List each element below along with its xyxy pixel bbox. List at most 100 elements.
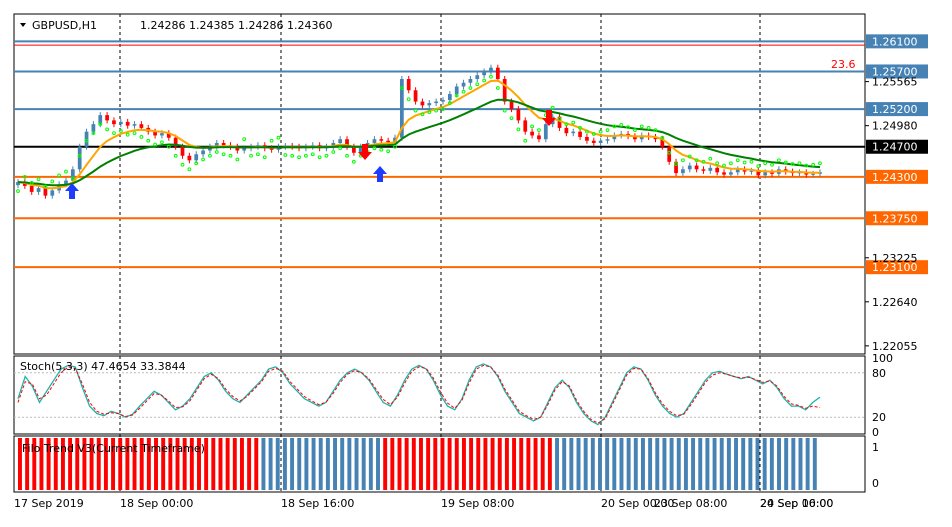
- candle-body: [91, 124, 96, 132]
- stoch-panel: [13, 355, 866, 435]
- candle-body: [194, 154, 199, 161]
- trend-bar: [111, 438, 116, 490]
- candle-body: [166, 133, 171, 138]
- trend-bar: [139, 438, 144, 490]
- level-badge-4: [866, 169, 928, 184]
- trend-bar: [454, 438, 459, 490]
- sar-dot: [331, 150, 336, 154]
- level-badge-label-4: 1.24300: [872, 171, 918, 184]
- sar-dot: [639, 124, 644, 129]
- candle-body: [386, 140, 391, 143]
- sar-dot: [564, 122, 569, 127]
- sar-dot: [495, 86, 500, 90]
- candle-body: [70, 169, 75, 181]
- trend-bar: [698, 438, 703, 490]
- stoch-level-label-2: 20: [872, 411, 886, 424]
- trend-bar: [426, 438, 431, 490]
- sar-dot: [797, 161, 802, 166]
- level-badge-6: [866, 260, 928, 275]
- sar-dot: [646, 126, 651, 130]
- trend-bar: [734, 438, 739, 490]
- trend-bar: [60, 438, 65, 490]
- trend-bar: [712, 438, 717, 490]
- trend-bar: [53, 438, 58, 490]
- candle-body: [345, 139, 349, 147]
- trend-bar: [46, 438, 51, 490]
- trend-bar: [648, 438, 653, 490]
- sar-dot: [475, 82, 480, 87]
- sar-dot: [811, 162, 816, 167]
- sar-dot: [386, 149, 391, 154]
- trend-bar: [719, 438, 724, 490]
- trend-bar: [469, 438, 474, 490]
- trend-bar: [512, 438, 517, 490]
- sar-dot: [585, 129, 589, 134]
- y-tick-label-3: 1.22640: [872, 296, 918, 309]
- stoch-level-label-1: 80: [872, 367, 886, 380]
- trend-bar: [361, 438, 366, 490]
- sar-dot: [283, 153, 288, 157]
- trend-bar: [297, 438, 302, 490]
- sar-dot: [612, 124, 617, 129]
- candle-body: [571, 131, 576, 134]
- candle-body: [742, 169, 747, 172]
- candle-body: [489, 67, 493, 72]
- sar-dot: [166, 144, 171, 149]
- candle-body: [715, 167, 720, 173]
- trend-bar: [461, 438, 466, 490]
- trend-bar: [32, 438, 37, 490]
- trend-bar: [784, 438, 789, 490]
- candle-body: [708, 167, 713, 171]
- sar-dot: [57, 173, 62, 178]
- sar-dot: [98, 122, 103, 127]
- candle-body: [173, 137, 178, 147]
- stoch-main-line: [17, 363, 821, 426]
- trend-bar: [812, 438, 817, 490]
- trend-bar: [798, 438, 803, 490]
- sar-dot: [194, 161, 199, 166]
- ma-fast-line: [17, 79, 821, 190]
- trend-bar: [376, 438, 380, 490]
- trend-label: Filo Trend V3(Current Timeframe): [22, 442, 205, 455]
- sar-dot: [530, 124, 535, 129]
- trend-bar: [218, 438, 223, 490]
- candle-body: [495, 67, 500, 79]
- sar-dot: [290, 153, 295, 158]
- symbol-label: GBPUSD,H1: [32, 19, 97, 32]
- sar-dot: [228, 153, 233, 158]
- signal-arrows: [65, 110, 556, 199]
- sell-arrow-icon: [358, 144, 372, 160]
- sar-dot: [687, 154, 692, 159]
- candle-body: [770, 172, 774, 174]
- candle-body: [16, 182, 20, 186]
- sar-dot: [29, 180, 34, 185]
- sar-dot: [633, 128, 637, 133]
- candle-body: [681, 169, 685, 174]
- sar-dot: [818, 161, 822, 166]
- collapse-triangle-icon[interactable]: [20, 23, 26, 27]
- sar-dot: [681, 158, 685, 163]
- trend-bar: [146, 438, 151, 490]
- trend-bar: [476, 438, 481, 490]
- trend-bar: [633, 438, 638, 490]
- trend-bar: [125, 438, 130, 490]
- sar-dot: [756, 164, 761, 169]
- trend-bar: [182, 438, 187, 490]
- sar-dot: [550, 105, 555, 110]
- trend-bar: [583, 438, 588, 490]
- sar-dot: [393, 144, 397, 149]
- sar-dot: [749, 159, 754, 164]
- candle-body: [482, 71, 486, 76]
- stoch-lines: [14, 363, 865, 426]
- candle-body: [235, 146, 240, 151]
- trend-bar: [132, 438, 137, 490]
- ohlc-values: 1.24286 1.24385 1.24286 1.24360: [140, 19, 332, 32]
- candle-body: [64, 180, 68, 185]
- horizontal-levels: [14, 40, 865, 269]
- level-badge-label-2: 1.25200: [872, 103, 918, 116]
- trend-bar: [211, 438, 216, 490]
- candle-body: [379, 139, 384, 141]
- candle-body: [502, 78, 507, 102]
- trend-bar: [676, 438, 681, 490]
